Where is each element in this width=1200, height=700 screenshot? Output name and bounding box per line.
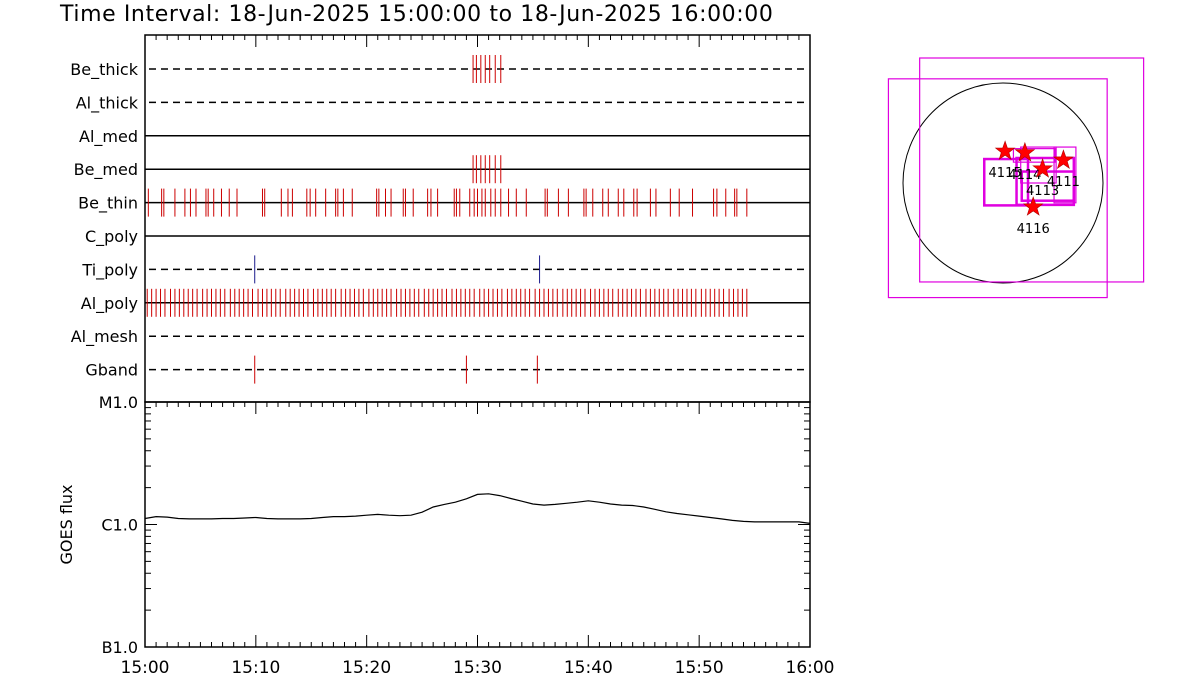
fov-box: [1020, 170, 1076, 202]
fov-box: [1053, 146, 1077, 204]
event-timeline-panel: Be_thick Al_thick Al_med Be_med Be_thin C_pol…: [70, 34, 811, 403]
active-region-label: 4115: [989, 166, 1022, 181]
x-tick-label: 15:20: [342, 658, 391, 678]
fov-box: [1020, 146, 1057, 184]
row-label-ti_poly: Ti_poly: [81, 260, 138, 280]
time-interval-title: Time Interval: 18-Jun-2025 15:00:00 to 1…: [60, 2, 774, 27]
timeline-frame: [144, 34, 811, 403]
active-region-star: [1022, 196, 1044, 216]
active-region-label: 4111: [1047, 175, 1080, 190]
active-region-star: [994, 140, 1016, 161]
x-tick-label: 15:50: [675, 658, 724, 678]
active-region-star: [1014, 141, 1036, 162]
goes-frame: [144, 401, 811, 648]
y-tick-label: M1.0: [99, 393, 138, 412]
goes-flux-panel: 15:00 15:10 15:20 15:30 15:40 15:50 16:00 M1.0 C…: [57, 393, 835, 678]
y-tick-label: B1.0: [102, 638, 138, 657]
fov-box: [1012, 148, 1056, 163]
x-tick-label: 15:30: [453, 658, 502, 678]
row-label-be_thick: Be_thick: [70, 60, 138, 80]
row-label-gband: Gband: [85, 361, 138, 380]
active-region-label: 4114: [1008, 168, 1041, 183]
y-tick-label: C1.0: [101, 516, 138, 535]
fov-box: [919, 57, 1145, 283]
x-tick-label: 15:40: [564, 658, 613, 678]
row-label-be_thin: Be_thin: [78, 194, 138, 214]
fov-box: [887, 78, 1108, 299]
row-label-be_med: Be_med: [74, 160, 138, 180]
goes-flux-line: [144, 493, 811, 524]
y-axis-label: GOES flux: [57, 484, 76, 564]
fov-box: [983, 157, 1030, 207]
x-tick-label: 16:00: [786, 658, 835, 678]
x-tick-label: 15:00: [121, 658, 170, 678]
row-label-c_poly: C_poly: [85, 227, 138, 247]
active-region-star: [1053, 149, 1074, 169]
row-label-al_mesh: Al_mesh: [71, 327, 138, 347]
active-region-label: 4116: [1017, 222, 1050, 237]
row-label-al_thick: Al_thick: [76, 93, 139, 113]
row-label-al_med: Al_med: [79, 127, 138, 147]
active-region-star: [1032, 157, 1053, 178]
solar-disk-limb: [902, 82, 1104, 284]
active-region-label: 4113: [1026, 184, 1059, 199]
row-label-al_poly: Al_poly: [81, 294, 138, 314]
x-tick-label: 15:10: [231, 658, 280, 678]
